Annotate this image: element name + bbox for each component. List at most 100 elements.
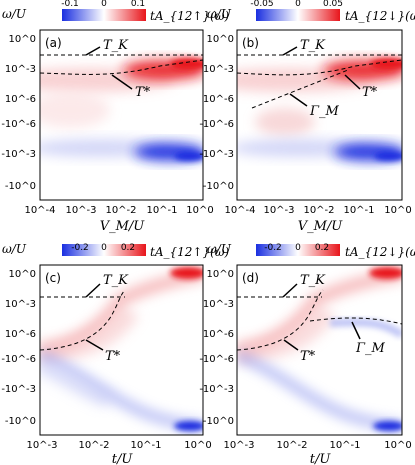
panel-b-annotation-gm: Γ_M	[309, 104, 340, 119]
panel-a-xtick-3: 10^-2	[105, 205, 136, 216]
panel-c-colorbar	[62, 244, 146, 256]
panel-d-xlabel: t/U	[310, 452, 332, 465]
panel-d-cb-label: tA_{12↓}(ω)	[345, 245, 415, 259]
panel-c: ω/U -0.2 0 0.2 tA_{12↑}(ω) (c) T_K T* 10…	[1, 242, 229, 465]
panel-a-yticks: 10^0 10^-3 10^-6 -10^-6 -10^-3 -10^0	[1, 34, 36, 192]
panel-a-ytick-3: 10^-6	[5, 94, 36, 105]
panel-b: ω/U -0.05 0 0.05 tA_{12↓}(ω) (b) T_K T* …	[199, 0, 415, 234]
panel-b-cb-tick-zero: 0	[295, 0, 301, 9]
panel-b-cb-tick-min: -0.05	[250, 0, 273, 9]
panel-b-xtick-1: 10^-4	[224, 205, 255, 216]
panel-c-xtick-2: 10^-2	[78, 440, 109, 451]
panel-c-ytick-1: 10^0	[9, 269, 36, 280]
panel-d: ω/U -0.2 0 0.2 tA_{12↓}(ω) (d) T_K T* Γ_…	[199, 242, 415, 465]
panel-c-label: (c)	[45, 271, 61, 285]
panel-a-ytick-4: -10^-6	[1, 119, 36, 130]
panel-a-annotation-tstar: T*	[135, 85, 151, 100]
panel-c-xlabel: t/U	[112, 452, 134, 465]
panel-c-cb-label: tA_{12↑}(ω)	[150, 245, 230, 259]
panel-a-ytick-1: 10^0	[9, 34, 36, 45]
panel-d-xtick-2: 10^-2	[276, 440, 307, 451]
panel-b-cb-label: tA_{12↓}(ω)	[345, 9, 415, 23]
panel-b-colorbar	[256, 9, 340, 21]
panel-b-xticks: 10^-4 10^-3 10^-2 10^-1 10^0	[224, 205, 411, 216]
panel-c-xtick-1: 10^-3	[26, 440, 57, 451]
panel-b-xtick-3: 10^-2	[303, 205, 334, 216]
panel-b-annotation-tk: T_K	[300, 38, 326, 53]
panel-c-ytick-4: -10^-6	[1, 354, 36, 365]
panel-a-heatmap	[40, 30, 203, 200]
panel-b-label: (b)	[242, 36, 259, 50]
panel-a-cb-tick-zero: 0	[101, 0, 107, 9]
panel-c-cb-tick-max: 0.2	[121, 243, 135, 253]
panel-c-ytick-3: 10^-6	[5, 329, 36, 340]
panel-a-label: (a)	[45, 36, 62, 50]
panel-b-ytick-4: -10^-6	[199, 119, 234, 130]
panel-d-ytick-4: -10^-6	[199, 354, 234, 365]
panel-d-annotation-tk: T_K	[300, 273, 326, 288]
panel-b-xtick-5: 10^0	[384, 205, 411, 216]
panel-c-xtick-3: 10^-1	[130, 440, 161, 451]
panel-a-xlabel: V_M/U	[100, 219, 146, 234]
panel-d-ytick-3: 10^-6	[203, 329, 234, 340]
panel-d-xtick-3: 10^-1	[329, 440, 360, 451]
panel-b-xlabel: V_M/U	[298, 219, 344, 234]
panel-a-ytick-2: 10^-3	[5, 64, 36, 75]
panel-c-cb-tick-zero: 0	[101, 243, 107, 253]
panel-b-ytick-5: -10^-3	[199, 149, 234, 160]
panel-a-ytick-5: -10^-3	[1, 149, 36, 160]
panel-d-ytick-1: 10^0	[207, 269, 234, 280]
panel-b-heatmap	[237, 30, 402, 200]
panel-b-yticks: 10^0 10^-3 10^-6 -10^-6 -10^-3 -10^0	[199, 34, 234, 192]
panel-a-cb-tick-min: -0.1	[61, 0, 79, 9]
panel-c-cb-tick-min: -0.2	[71, 243, 89, 253]
panel-a-xticks: 10^-4 10^-3 10^-2 10^-1 10^0	[24, 205, 213, 216]
panel-c-ytick-2: 10^-3	[5, 299, 36, 310]
panel-c-yticks: 10^0 10^-3 10^-6 -10^-6 -10^-3 -10^0	[1, 269, 36, 427]
panel-b-xtick-4: 10^-1	[343, 205, 374, 216]
panel-d-xtick-4: 10^0	[384, 440, 411, 451]
panel-a-xtick-1: 10^-4	[24, 205, 55, 216]
panel-a-cb-tick-max: 0.1	[131, 0, 145, 9]
panel-b-cb-tick-max: 0.05	[323, 0, 343, 9]
panel-d-yticks: 10^0 10^-3 10^-6 -10^-6 -10^-3 -10^0	[199, 269, 234, 427]
panel-c-xtick-4: 10^0	[184, 440, 211, 451]
panel-b-ytick-2: 10^-3	[203, 64, 234, 75]
panel-c-ylabel: ω/U	[2, 242, 27, 256]
panel-a: ω/U -0.1 0 0.1 tA_{12↑}(ω) (a) T_K T* 10…	[1, 0, 229, 234]
panel-d-cb-tick-zero: 0	[295, 243, 301, 253]
panel-b-ytick-3: 10^-6	[203, 94, 234, 105]
panel-b-ytick-6: -10^0	[203, 181, 234, 192]
panel-c-ytick-5: -10^-3	[1, 384, 36, 395]
panel-c-annotation-tk: T_K	[103, 273, 129, 288]
panel-d-annotation-tstar: T*	[300, 349, 316, 364]
panel-b-ylabel: ω/U	[207, 7, 232, 21]
panel-b-xtick-2: 10^-3	[263, 205, 294, 216]
panel-d-annotation-gm: Γ_M	[355, 341, 386, 356]
panel-a-xtick-2: 10^-3	[65, 205, 96, 216]
panel-d-cb-tick-min: -0.2	[264, 243, 282, 253]
panel-a-ylabel: ω/U	[2, 7, 27, 21]
panel-d-label: (d)	[242, 271, 259, 285]
panel-a-cb-label: tA_{12↑}(ω)	[150, 9, 230, 23]
panel-c-xticks: 10^-3 10^-2 10^-1 10^0	[26, 440, 211, 451]
panel-c-heatmap	[40, 265, 203, 435]
panel-d-ytick-5: -10^-3	[199, 384, 234, 395]
panel-b-ytick-1: 10^0	[207, 34, 234, 45]
panel-d-xticks: 10^-3 10^-2 10^-1 10^0	[223, 440, 411, 451]
panel-a-xtick-5: 10^0	[186, 205, 213, 216]
panel-a-annotation-tk: T_K	[103, 38, 129, 53]
panel-c-annotation-tstar: T*	[105, 349, 121, 364]
panel-a-xtick-4: 10^-1	[146, 205, 177, 216]
panel-d-cb-tick-max: 0.2	[315, 243, 329, 253]
panel-d-heatmap	[237, 265, 402, 435]
panel-d-ytick-6: -10^0	[203, 416, 234, 427]
panel-c-ytick-6: -10^0	[5, 416, 36, 427]
panel-b-annotation-tstar: T*	[362, 85, 378, 100]
panel-d-colorbar	[256, 244, 340, 256]
panel-d-ytick-2: 10^-3	[203, 299, 234, 310]
panel-a-colorbar	[62, 9, 146, 21]
panel-d-ylabel: ω/U	[207, 242, 232, 256]
panel-a-ytick-6: -10^0	[5, 181, 36, 192]
